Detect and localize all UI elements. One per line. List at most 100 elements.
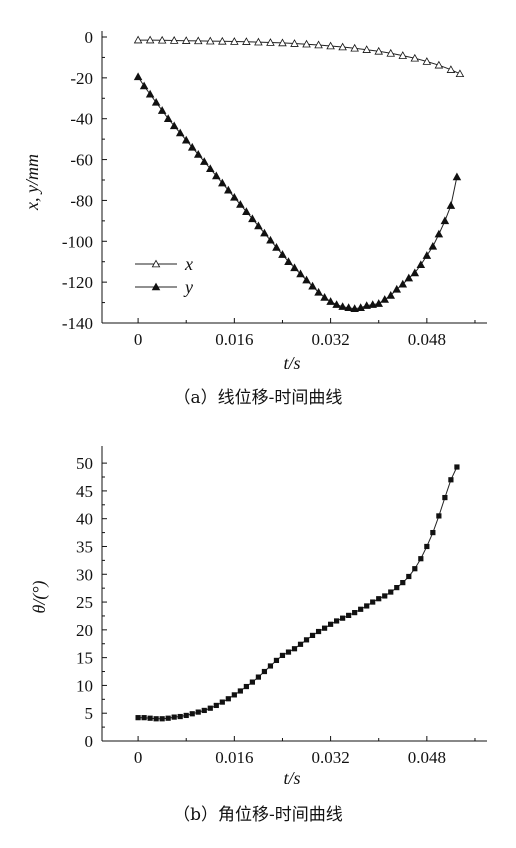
chart-b-ytick-label: 45 (76, 482, 93, 501)
chart-a-series-x-point (242, 37, 251, 45)
chart-a-series-y-point (163, 114, 173, 122)
chart-a-xtick-label: 0 (134, 330, 143, 349)
chart-a-series-x-point (350, 43, 359, 52)
chart-a-series-x-point (157, 35, 167, 44)
chart-a-series-y-point (314, 287, 323, 296)
chart-a-series-y-point (187, 142, 197, 151)
chart-b-xtick-label: 0 (134, 748, 143, 767)
chart-a-series-x-point (230, 37, 239, 45)
chart-b-series-s0-point (424, 543, 430, 550)
chart-a-series-y-point (350, 304, 359, 312)
chart-b-series-s0-point (249, 679, 255, 685)
chart-b-series-s0-point (358, 606, 364, 612)
chart-a-series-y-point (386, 290, 396, 299)
chart-a-legend-marker (151, 282, 161, 291)
chart-a-series-x-point (398, 51, 408, 59)
chart-b-series-s0-point (442, 494, 448, 501)
chart-a-series-y-point (236, 200, 245, 208)
chart-a-caption: （a）线位移-时间曲线 (174, 388, 343, 408)
chart-b-series-s0-point (171, 714, 177, 720)
chart-a-legend-label: y (183, 277, 193, 297)
chart-a-series-y-point (380, 295, 390, 303)
chart-a-series-y-point (362, 301, 371, 309)
chart-b-series-s0-point (213, 702, 219, 709)
chart-a-series-y-point (230, 192, 239, 201)
chart-b-series-s0-point (364, 603, 370, 609)
chart-a-series-x (133, 35, 465, 78)
chart-a-xtick-label: 0.048 (408, 330, 446, 349)
chart-b-series-s0-point (261, 668, 268, 675)
chart-a-series-x-point (434, 60, 444, 69)
chart-b-series-s0-point (400, 580, 406, 586)
chart-a-legend-marker (151, 259, 161, 268)
chart-a-series-y-point (218, 178, 227, 187)
chart-a-series-y-point (410, 268, 420, 277)
chart-a-series-y-point (368, 300, 377, 308)
chart-a-series-y-point (212, 171, 221, 180)
chart-a-series-y-point (139, 81, 149, 90)
chart-a-series-y-point (428, 241, 438, 250)
chart-b-ylabel: θ/(°) (29, 580, 50, 613)
chart-a-series-x-point (145, 35, 155, 44)
chart-a-ylabel: x, y/mm (22, 154, 42, 211)
chart-b-series-s0-point (382, 593, 388, 599)
chart-b-series-s0 (135, 464, 460, 722)
chart-a-series-x-point (169, 36, 179, 44)
chart-a-series-y (133, 72, 462, 312)
chart-b-series-s0-point (273, 657, 280, 664)
chart-a-series-y-point (151, 97, 161, 106)
chart-a-series-x-point (410, 53, 420, 62)
chart-a-series-x-point (290, 39, 299, 47)
chart-b-series-s0-point (243, 683, 249, 690)
chart-b-series-s0-point (225, 696, 231, 702)
chart-b-ytick-label: 0 (85, 732, 94, 751)
chart-b-ytick-label: 10 (76, 676, 93, 695)
chart-a-series-y-point (266, 235, 275, 244)
chart-a-series-x-point (206, 36, 215, 45)
chart-a-series-y-point (296, 269, 305, 278)
chart-a-series-y-point (193, 150, 203, 158)
chart-a-series-x-point (362, 45, 371, 53)
chart-b-series-s0-point (340, 615, 346, 621)
chart-b-series-s0-point (207, 705, 213, 711)
chart-b-series-s0-point (448, 477, 454, 483)
chart-b-series-s0-point (412, 566, 418, 572)
chart-a-series-y-point (272, 242, 281, 251)
chart-b-series-s0-point (183, 712, 189, 719)
chart-a-series-x-line (138, 39, 461, 75)
chart-a-series-x-point (181, 36, 191, 44)
chart-a-series-y-point (206, 164, 215, 173)
chart-a-ytick-label: -100 (62, 232, 93, 251)
chart-a-series-x-point (446, 65, 456, 73)
chart-a-series-y-point (254, 221, 263, 230)
chart-a-series-x-point (193, 36, 203, 45)
chart-b-series-s0-point (454, 464, 460, 470)
chart-a-series-y-point (344, 303, 353, 311)
chart-b-series-s0-point (346, 612, 352, 618)
chart-b-ytick-label: 50 (76, 454, 93, 473)
chart-a-series-y-point (242, 207, 251, 215)
chart-b-ytick-label: 20 (76, 621, 93, 640)
chart-b-series-s0-point (303, 637, 310, 643)
chart-a-series-x-point (422, 57, 432, 65)
chart-b-series-s0-point (141, 715, 147, 721)
chart-a-series-y-point (308, 281, 317, 290)
chart-b-series-s0-point (418, 556, 424, 562)
chart-a-series-y-point (133, 72, 143, 81)
chart-b-series-s0-point (406, 573, 412, 580)
chart-a-ytick-label: -20 (70, 69, 93, 88)
chart-b-series-s0-point (255, 674, 262, 680)
chart-a-series-y-point (374, 299, 383, 307)
chart-a-series-x-point (266, 38, 275, 46)
chart-a-series-y-point (422, 251, 432, 259)
chart-a-series-x-point (314, 40, 323, 49)
chart-a-series-y-point (284, 257, 293, 265)
chart-a-xlabel: t/s (283, 353, 300, 373)
chart-b-ytick-label: 15 (76, 649, 93, 668)
chart-a-ytick-label: -120 (62, 273, 93, 292)
chart-a-ytick-label: -40 (70, 110, 93, 129)
chart-b-xtick-label: 0.048 (408, 748, 446, 767)
chart-b-series-s0-point (297, 641, 304, 647)
chart-a-series-y-point (175, 128, 185, 137)
